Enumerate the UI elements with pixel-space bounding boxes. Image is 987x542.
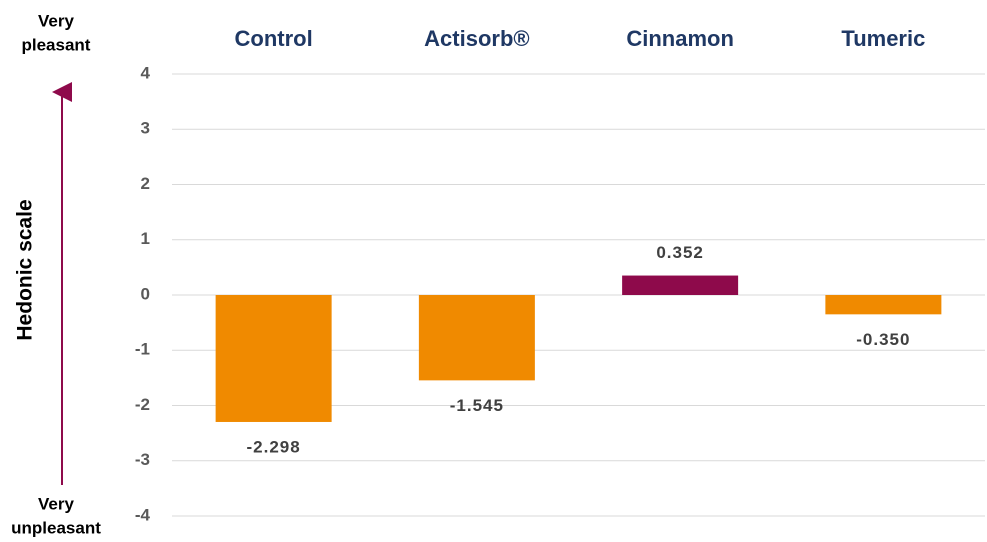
category-label: Control: [235, 26, 313, 51]
category-label: Tumeric: [841, 26, 925, 51]
category-label: Cinnamon: [626, 26, 734, 51]
data-label: -1.545: [450, 396, 504, 415]
data-label: 0.352: [656, 243, 704, 262]
y-tick-label: -4: [135, 505, 151, 524]
bar: [215, 295, 332, 422]
y-tick-label: 0: [141, 284, 150, 303]
top-annotation: pleasant: [22, 35, 91, 54]
bar: [418, 295, 535, 381]
y-tick-label: 4: [141, 63, 151, 82]
bar: [825, 295, 942, 315]
data-label: -0.350: [856, 330, 910, 349]
y-tick-label: 2: [141, 174, 150, 193]
data-label: -2.298: [247, 437, 301, 456]
bottom-annotation: unpleasant: [11, 518, 101, 537]
y-tick-label: 3: [141, 119, 150, 138]
y-axis-label: Hedonic scale: [14, 199, 37, 340]
category-label: Actisorb®: [424, 26, 529, 51]
bottom-annotation: Very: [38, 494, 74, 513]
y-tick-label: -2: [135, 395, 150, 414]
y-tick-label: -1: [135, 340, 150, 359]
top-annotation: Very: [38, 11, 74, 30]
bar: [622, 275, 739, 295]
y-tick-label: -3: [135, 450, 150, 469]
y-tick-label: 1: [141, 229, 150, 248]
